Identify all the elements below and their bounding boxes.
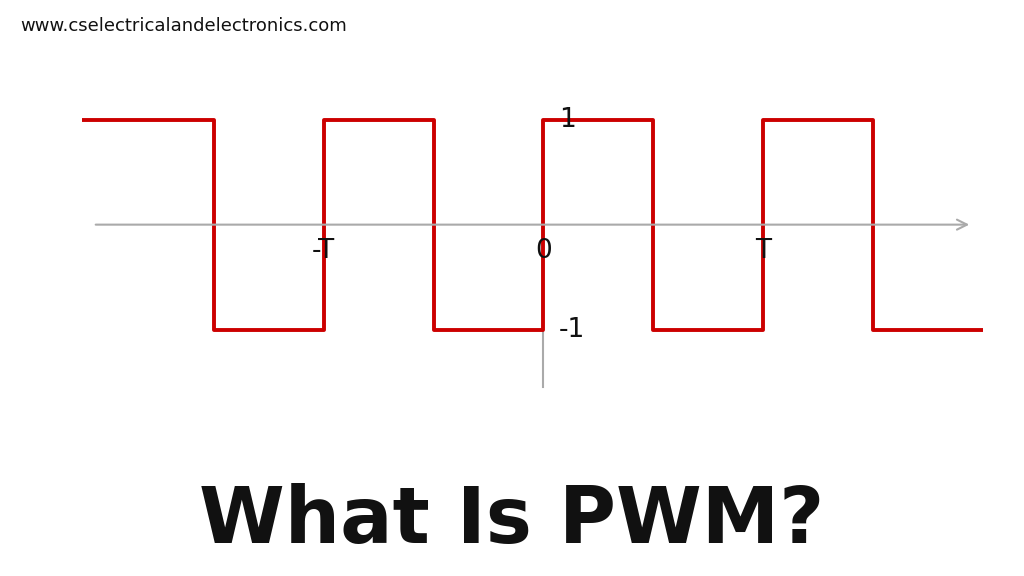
Text: 1: 1 bbox=[559, 107, 575, 132]
Text: 0: 0 bbox=[536, 238, 552, 264]
Text: What Is PWM?: What Is PWM? bbox=[200, 483, 824, 559]
Text: -T: -T bbox=[312, 238, 335, 264]
Text: T: T bbox=[755, 238, 771, 264]
Text: www.cselectricalandelectronics.com: www.cselectricalandelectronics.com bbox=[20, 17, 347, 35]
Text: -1: -1 bbox=[559, 317, 585, 343]
